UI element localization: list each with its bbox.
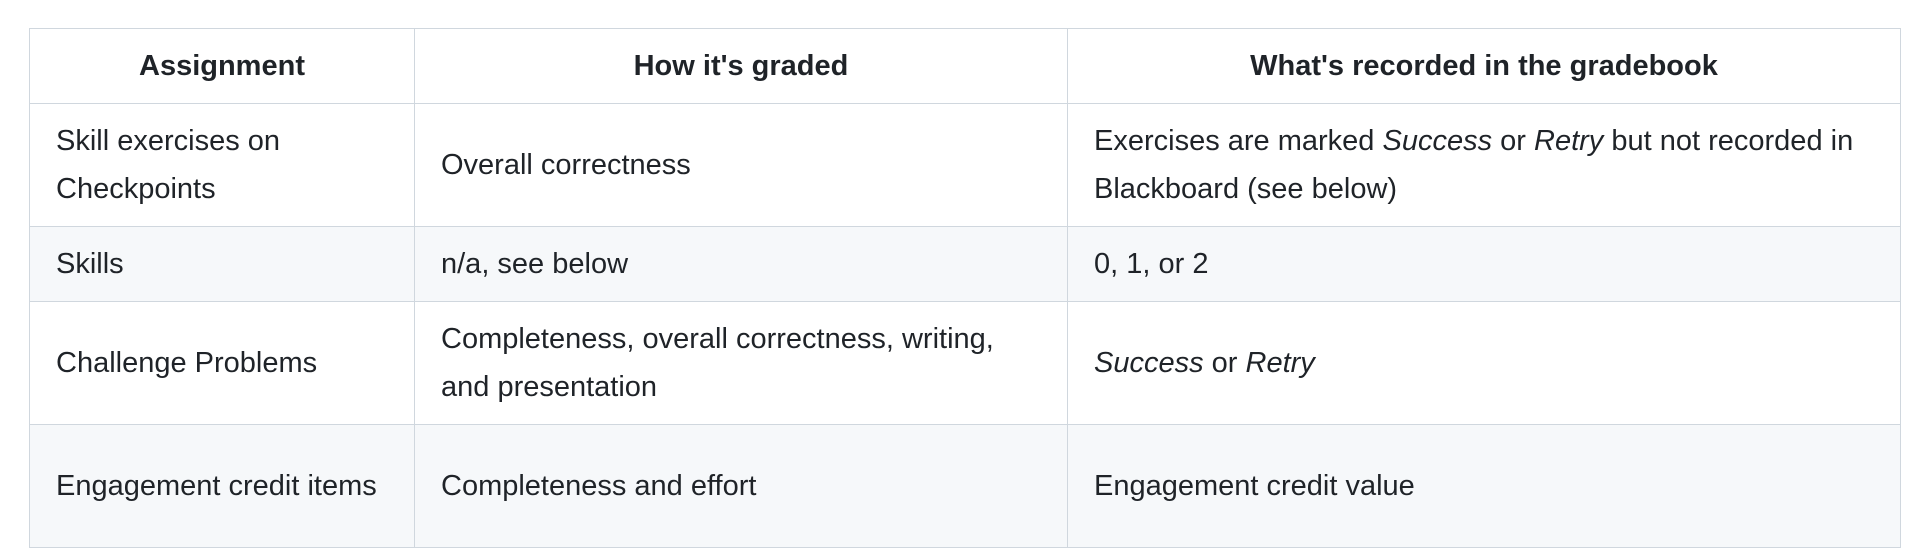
header-how-graded: How it's graded — [414, 28, 1068, 104]
table-row: Skills n/a, see below 0, 1, or 2 — [29, 226, 1901, 302]
cell-graded: Overall correctness — [414, 103, 1068, 227]
cell-recorded: Exercises are marked Success or Retry bu… — [1067, 103, 1901, 227]
header-row: Assignment How it's graded What's record… — [29, 28, 1901, 104]
grading-table: Assignment How it's graded What's record… — [29, 28, 1901, 548]
recorded-text-or: or — [1492, 125, 1535, 157]
retry-text: Retry — [1245, 347, 1315, 379]
table-header: Assignment How it's graded What's record… — [29, 28, 1901, 104]
grading-table-container: Assignment How it's graded What's record… — [29, 28, 1901, 548]
table-row: Challenge Problems Completeness, overall… — [29, 301, 1901, 425]
retry-text: Retry — [1534, 125, 1604, 157]
recorded-text-prefix: Exercises are marked — [1094, 125, 1383, 157]
cell-graded: n/a, see below — [414, 226, 1068, 302]
cell-graded: Completeness and effort — [414, 424, 1068, 548]
table-row: Skill exercises on Checkpoints Overall c… — [29, 103, 1901, 227]
recorded-text-or: or — [1203, 347, 1246, 379]
header-assignment: Assignment — [29, 28, 415, 104]
cell-assignment: Challenge Problems — [29, 301, 415, 425]
cell-assignment: Engagement credit items — [29, 424, 415, 548]
header-recorded: What's recorded in the gradebook — [1067, 28, 1901, 104]
table-row: Engagement credit items Completeness and… — [29, 424, 1901, 548]
cell-graded: Completeness, overall correctness, writi… — [414, 301, 1068, 425]
success-text: Success — [1382, 125, 1493, 157]
table-body: Skill exercises on Checkpoints Overall c… — [29, 103, 1901, 548]
cell-assignment: Skills — [29, 226, 415, 302]
cell-recorded: Engagement credit value — [1067, 424, 1901, 548]
cell-recorded: Success or Retry — [1067, 301, 1901, 425]
cell-assignment: Skill exercises on Checkpoints — [29, 103, 415, 227]
cell-recorded: 0, 1, or 2 — [1067, 226, 1901, 302]
recorded-text-suffix: but not recorded in Blackboard (see belo… — [1094, 125, 1854, 205]
success-text: Success — [1094, 347, 1204, 379]
